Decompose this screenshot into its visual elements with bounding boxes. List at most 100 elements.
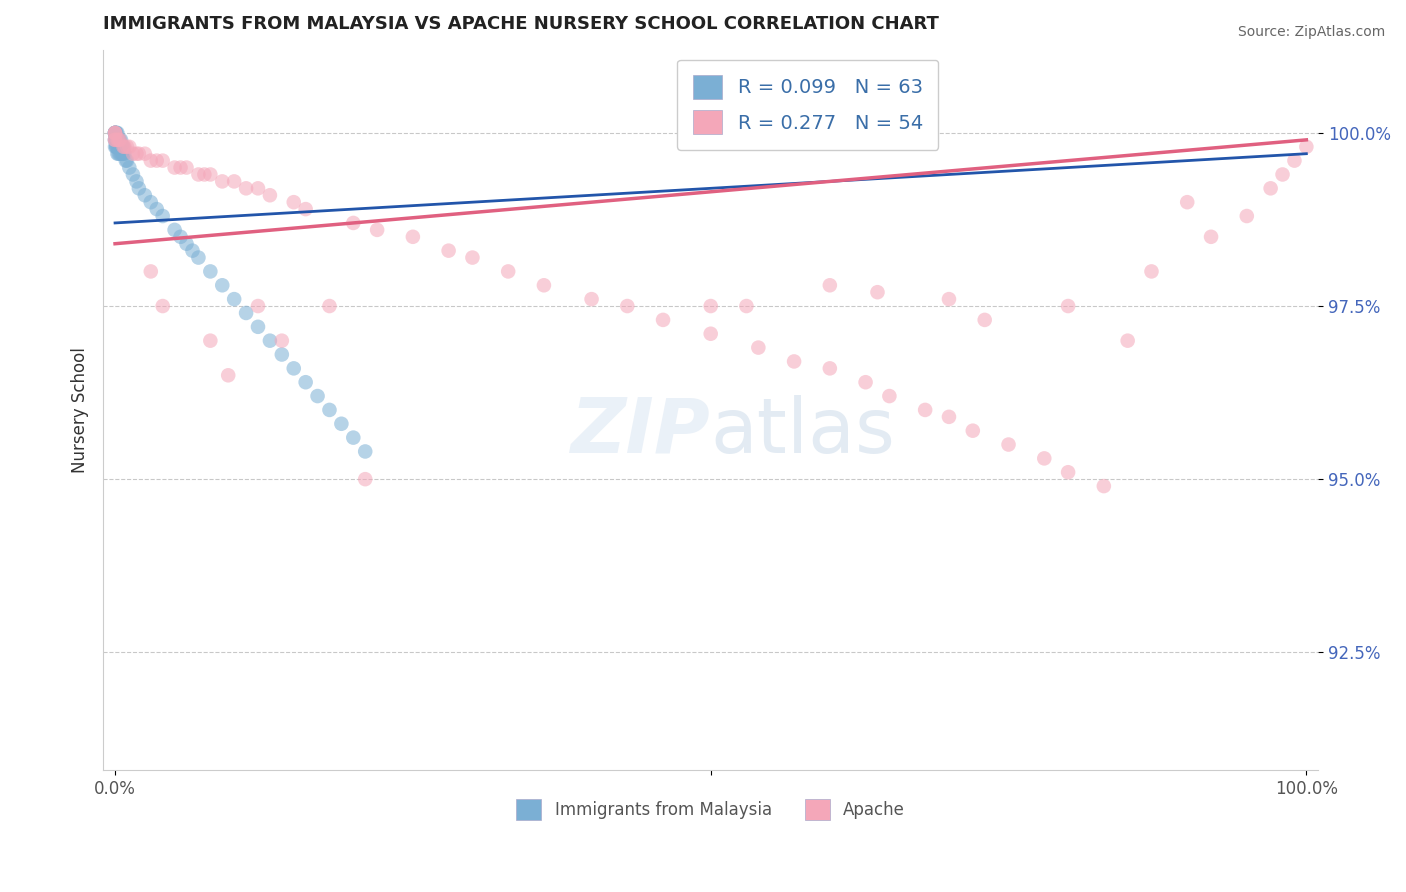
Point [699,299,721,313]
Point [104,126,127,140]
Point [111,146,134,161]
Point [104,126,127,140]
Point [125,174,148,188]
Point [112,146,135,161]
Point [114,153,136,168]
Point [652,313,675,327]
Point [139,264,162,278]
Point [107,133,129,147]
Point [125,146,148,161]
Point [866,285,889,300]
Point [118,140,141,154]
Point [115,140,138,154]
Point [200,334,222,348]
Point [342,431,364,445]
Point [107,140,129,154]
Legend: Immigrants from Malaysia, Apache: Immigrants from Malaysia, Apache [509,793,912,827]
Point [134,188,156,202]
Point [118,161,141,175]
Point [294,375,316,389]
Point [104,126,127,140]
Point [104,126,127,140]
Point [366,223,388,237]
Point [581,292,603,306]
Point [783,354,806,368]
Point [1057,465,1080,479]
Point [122,146,145,161]
Point [1140,264,1163,278]
Point [235,306,257,320]
Point [1236,209,1258,223]
Point [294,202,316,216]
Point [818,361,841,376]
Point [938,409,960,424]
Point [318,403,340,417]
Point [1092,479,1115,493]
Point [437,244,460,258]
Point [115,153,138,168]
Point [145,153,167,168]
Point [104,133,127,147]
Point [108,140,131,154]
Point [1116,334,1139,348]
Point [354,444,377,458]
Point [1175,195,1198,210]
Point [169,229,191,244]
Point [128,146,150,161]
Point [735,299,758,313]
Point [747,341,769,355]
Point [105,133,128,147]
Point [270,347,292,361]
Point [283,195,305,210]
Point [224,292,246,306]
Point [1295,140,1317,154]
Point [211,278,233,293]
Point [107,146,129,161]
Y-axis label: Nursery School: Nursery School [72,347,89,473]
Point [152,209,174,223]
Point [533,278,555,293]
Point [342,216,364,230]
Point [181,244,204,258]
Point [973,313,995,327]
Text: atlas: atlas [710,394,896,468]
Point [114,140,136,154]
Point [122,168,145,182]
Point [461,251,484,265]
Point [616,299,638,313]
Point [176,236,198,251]
Point [107,133,129,147]
Point [104,126,127,140]
Point [139,153,162,168]
Point [193,168,215,182]
Point [104,126,127,140]
Point [1284,153,1306,168]
Point [246,181,269,195]
Point [112,140,135,154]
Point [1199,229,1222,244]
Text: ZIP: ZIP [571,394,710,468]
Point [104,133,127,147]
Point [104,126,127,140]
Point [104,126,127,140]
Point [108,133,131,147]
Point [139,195,162,210]
Point [128,181,150,195]
Point [1260,181,1282,195]
Point [270,334,292,348]
Point [938,292,960,306]
Point [818,278,841,293]
Point [914,403,936,417]
Point [107,133,129,147]
Point [107,146,129,161]
Point [108,133,131,147]
Point [246,319,269,334]
Point [107,133,129,147]
Point [318,299,340,313]
Point [307,389,329,403]
Point [114,146,136,161]
Point [107,126,129,140]
Point [259,188,281,202]
Point [105,140,128,154]
Point [1271,168,1294,182]
